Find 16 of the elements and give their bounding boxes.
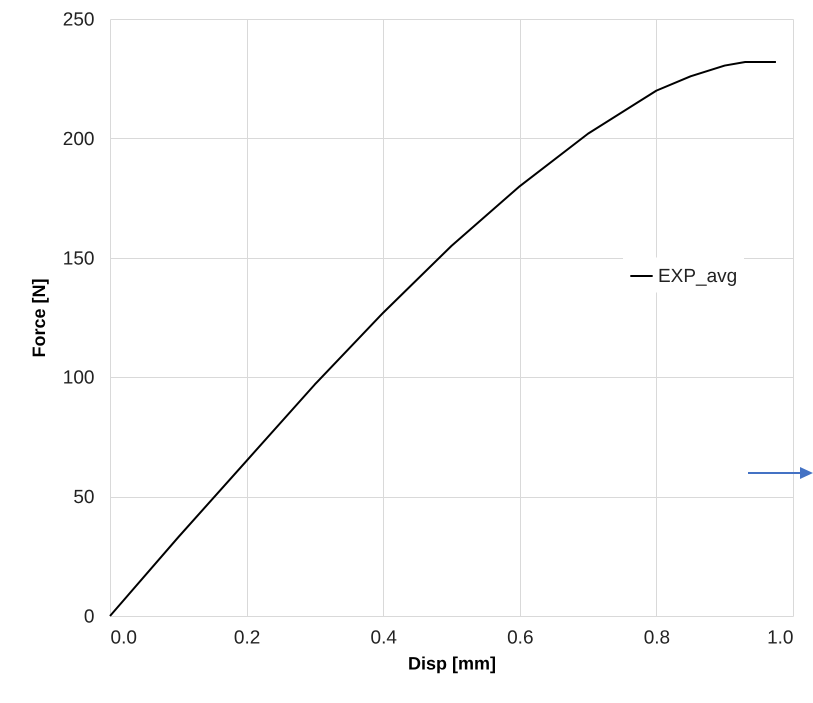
y-tick-label: 50 <box>73 487 94 508</box>
legend-label: EXP_avg <box>658 266 738 287</box>
y-tick-label: 0 <box>84 606 94 628</box>
y-tick-label: 150 <box>62 248 94 270</box>
y-tick-label: 250 <box>62 10 94 30</box>
x-tick-label: 0.4 <box>370 628 398 648</box>
x-tick-label: 0.2 <box>234 628 260 648</box>
y-tick-label: 100 <box>62 368 94 389</box>
x-tick-label: 0.8 <box>644 628 670 648</box>
line-series <box>109 60 777 617</box>
x-tick-label: 0.6 <box>507 628 534 648</box>
x-tick-label: 1.0 <box>767 628 794 648</box>
x-tick-label: 0.0 <box>110 628 137 648</box>
y-axis-title: Force [N] <box>28 278 49 358</box>
y-tick-label: 200 <box>62 128 94 150</box>
x-axis-title: Disp [mm] <box>408 654 496 674</box>
